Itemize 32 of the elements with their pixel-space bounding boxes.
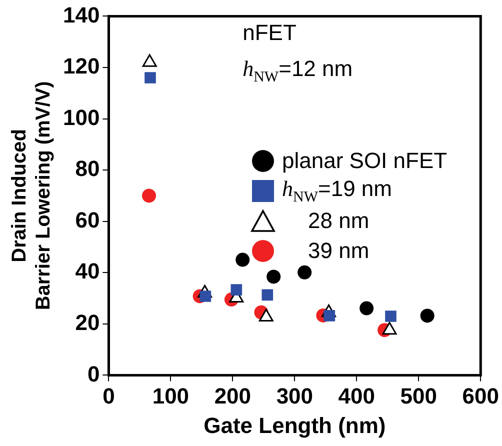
x-tick-label: 300 (276, 383, 314, 408)
y-tick-label: 0 (87, 361, 100, 386)
y-axis-title: Drain Induced Barrier Lowering (mV/V) (8, 81, 55, 310)
y-tick-label: 100 (62, 104, 100, 130)
y-tick-label: 140 (62, 2, 100, 28)
y-tick-label: 40 (75, 258, 100, 284)
x-axis-title: Gate Length (nm) (204, 412, 386, 438)
x-tick-label: 500 (400, 383, 438, 408)
legend-label: 28 nm (308, 208, 370, 234)
point (420, 308, 434, 323)
point (360, 301, 374, 316)
y-tick-label: 20 (75, 310, 100, 335)
legend-label: planar SOI nFET (282, 148, 448, 174)
legend-label: h$_{NW}$=19 nm (282, 176, 392, 206)
x-tick-label: 600 (462, 383, 500, 408)
y-tick-label: 120 (62, 54, 100, 79)
point (262, 289, 274, 301)
y-tick-label: 80 (75, 156, 100, 182)
point (236, 252, 250, 267)
x-tick-label: 100 (152, 383, 190, 408)
annotation: nFET (242, 20, 296, 46)
point (385, 310, 396, 322)
point (142, 188, 156, 203)
y-tick-label: 60 (75, 207, 100, 232)
point (144, 72, 156, 84)
point (230, 284, 242, 296)
legend-label: 39 nm (308, 238, 370, 264)
annotation: h$_{NW}$=12 nm (242, 56, 353, 87)
point (298, 265, 312, 280)
point (266, 270, 281, 284)
x-tick-label: 400 (338, 383, 376, 408)
x-tick-label: 200 (214, 383, 252, 408)
